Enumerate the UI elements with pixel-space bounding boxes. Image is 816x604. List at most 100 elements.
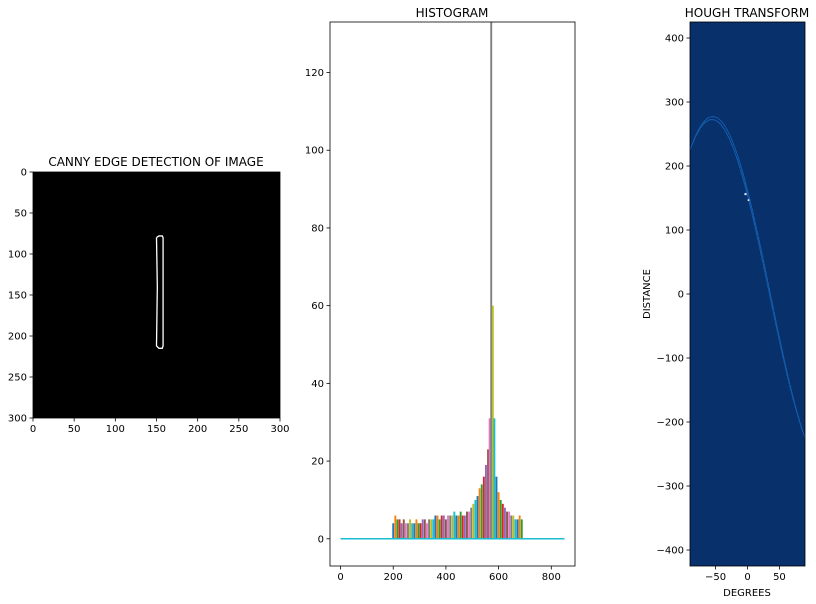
hough-sinusoid (690, 118, 805, 439)
hough-sinusoid (690, 116, 805, 439)
hough-sinusoids (690, 116, 805, 439)
hough-sinusoid (690, 116, 805, 439)
hough-xtick-label: −50 (705, 572, 726, 583)
hough-sinusoid (690, 118, 805, 439)
hough-sinusoid (690, 116, 805, 439)
hough-sinusoid (690, 118, 805, 439)
canny-title: CANNY EDGE DETECTION OF IMAGE (48, 155, 263, 169)
hough-accumulator (690, 22, 805, 566)
hough-x-axis: −50 0 50 (705, 566, 786, 583)
histogram-ytick-label: 120 (305, 68, 324, 79)
hough-sinusoid (690, 116, 805, 439)
canny-ytick-label: 150 (8, 291, 27, 302)
hough-sinusoid (690, 118, 805, 439)
hough-sinusoid (690, 118, 805, 439)
hough-x-label: DEGREES (723, 588, 771, 599)
hough-sinusoid (690, 116, 805, 439)
hough-xtick-label: 50 (773, 572, 786, 583)
hough-sinusoid (690, 118, 805, 439)
hough-sinusoid (690, 118, 805, 439)
hough-sinusoid (690, 116, 805, 439)
histogram-title: HISTOGRAM (416, 6, 489, 20)
hough-sinusoid (690, 118, 805, 439)
hough-sinusoid (690, 116, 805, 439)
hough-sinusoid (690, 116, 805, 439)
hough-sinusoid (690, 116, 805, 439)
hough-sinusoid (690, 116, 805, 439)
hough-sinusoid (690, 118, 805, 439)
hough-sinusoid (690, 118, 805, 439)
histogram-ytick-label: 40 (311, 379, 324, 390)
histogram-panel: HISTOGRAM 0 200 400 600 800 0 20 40 60 80 100 120 (305, 6, 576, 583)
canny-xtick-label: 0 (30, 424, 36, 435)
hough-sinusoid (690, 116, 805, 439)
hough-ytick-label: 400 (665, 34, 684, 45)
hough-sinusoid (690, 116, 805, 439)
hough-sinusoid (690, 116, 805, 439)
hough-sinusoid (690, 116, 805, 439)
canny-x-axis: 0 50 100 150 200 250 300 (30, 418, 290, 435)
canny-panel: CANNY EDGE DETECTION OF IMAGE 0 50 100 150 2… (8, 155, 290, 435)
hough-sinusoid (690, 116, 805, 439)
hough-sinusoid (690, 118, 805, 439)
hough-sinusoid (690, 116, 805, 439)
hough-sinusoid (690, 118, 805, 439)
hough-sinusoid (690, 118, 805, 439)
hough-sinusoid (690, 118, 805, 439)
hough-sinusoid (690, 118, 805, 439)
hough-sinusoid (690, 118, 805, 439)
hough-sinusoid (690, 118, 805, 439)
canny-ytick-label: 50 (14, 209, 27, 220)
hough-sinusoid (690, 118, 805, 439)
hough-sinusoid (690, 116, 805, 439)
hough-sinusoid (690, 116, 805, 439)
hough-sinusoid (690, 116, 805, 439)
hough-sinusoid (690, 118, 805, 439)
histogram-xtick-label: 800 (542, 572, 561, 583)
hough-sinusoid (690, 116, 805, 439)
hough-sinusoid (690, 118, 805, 439)
canny-xtick-label: 150 (147, 424, 166, 435)
hough-sinusoid (690, 116, 805, 439)
hough-sinusoid (690, 116, 805, 439)
hough-sinusoid (690, 116, 805, 439)
histogram-ytick-label: 20 (311, 457, 324, 468)
canny-xtick-label: 250 (229, 424, 248, 435)
hough-sinusoid (690, 118, 805, 439)
hough-peak (744, 192, 750, 202)
hough-sinusoid (690, 118, 805, 439)
hough-ytick-label: 200 (665, 162, 684, 173)
histogram-y-axis: 0 20 40 60 80 100 120 (305, 68, 330, 545)
hough-sinusoid (690, 118, 805, 439)
hough-peak-dot (747, 199, 750, 202)
canny-ytick-label: 300 (8, 414, 27, 425)
hough-sinusoid (690, 116, 805, 439)
hough-sinusoid (690, 118, 805, 439)
hough-sinusoid (690, 118, 805, 439)
hough-ytick-label: 0 (678, 290, 684, 301)
histogram-ytick-label: 0 (318, 534, 324, 545)
hough-sinusoid (690, 116, 805, 439)
histogram-frame (329, 21, 576, 567)
hough-ytick-label: 300 (665, 98, 684, 109)
hough-sinusoid (690, 118, 805, 439)
hough-ytick-label: −100 (657, 354, 684, 365)
hough-sinusoid (690, 118, 805, 439)
hough-y-axis: −400 −300 −200 −100 0 100 200 300 400 (657, 34, 690, 557)
hough-sinusoid (690, 116, 805, 439)
hough-sinusoid (690, 116, 805, 439)
histogram-xtick-label: 200 (384, 572, 403, 583)
hough-sinusoid (690, 116, 805, 439)
hough-sinusoid (690, 116, 805, 439)
hough-sinusoid (690, 118, 805, 439)
canny-ytick-label: 200 (8, 332, 27, 343)
hough-sinusoid (690, 116, 805, 439)
hough-sinusoid (690, 116, 805, 439)
hough-sinusoid (690, 116, 805, 439)
histogram-xtick-label: 0 (337, 572, 343, 583)
hough-sinusoid (690, 118, 805, 439)
hough-sinusoid (690, 118, 805, 439)
canny-y-axis: 0 50 100 150 200 250 300 (8, 168, 33, 425)
hough-sinusoid (690, 118, 805, 439)
